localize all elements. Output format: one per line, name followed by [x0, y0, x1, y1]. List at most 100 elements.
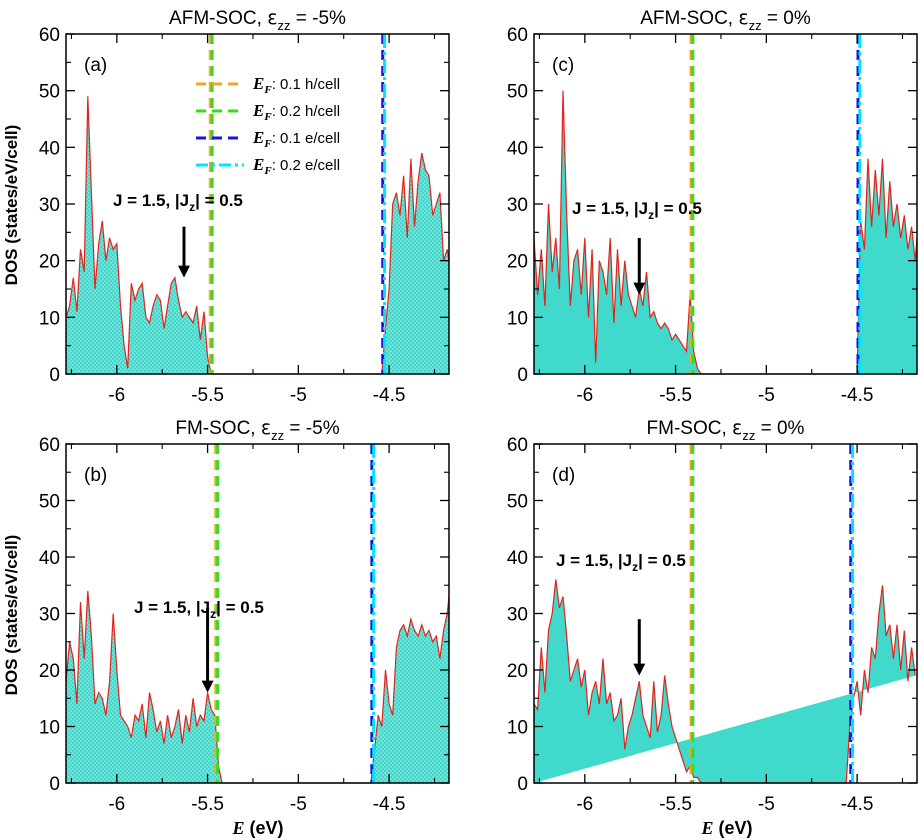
x-tick-label: -6: [576, 385, 593, 406]
y-tick-label: 50: [39, 82, 60, 103]
panel-d: -6 -5.5 -5 -4.5 0 10 20 30 40 50 60 FM-SOC, εzz = 0…: [507, 417, 918, 815]
x-axis-label-right: E (eV): [700, 818, 752, 838]
x-tick-label: -4.5: [373, 385, 406, 406]
annotation-prefix: J = 1.5, |J: [572, 199, 648, 218]
panel-title-suffix: = 0%: [762, 8, 811, 29]
dos-curve: [533, 90, 918, 375]
x-tick-label: -6: [576, 794, 593, 815]
legend-sub: F: [263, 84, 272, 96]
x-tick-label: -5: [758, 385, 775, 406]
y-tick-label: 50: [39, 492, 60, 513]
legend-text: : 0.1 e/cell: [272, 130, 340, 147]
x-tick-label: -6: [108, 385, 125, 406]
exchange-annotation: J = 1.5, |Jz| = 0.5: [134, 598, 264, 621]
panel-title-epsilon: ε: [267, 7, 277, 29]
panel-title-prefix: AFM-SOC,: [640, 8, 738, 29]
x-tick-label: -5: [290, 385, 307, 406]
legend-var: E: [252, 74, 264, 93]
legend-entry: EF: 0.2 h/cell: [252, 101, 340, 123]
panel-title-epsilon: ε: [732, 417, 742, 439]
x-axis-label-var: E: [231, 818, 244, 838]
y-tick-label: 20: [507, 661, 528, 682]
panel-title: AFM-SOC, εzz = 0%: [640, 7, 811, 33]
panel-label: (c): [552, 55, 574, 76]
exchange-annotation: J = 1.5, |Jz| = 0.5: [556, 551, 686, 574]
x-tick-label: -4.5: [841, 794, 874, 815]
panel-title-prefix: FM-SOC,: [647, 418, 733, 439]
legend-text: : 0.1 h/cell: [272, 76, 340, 93]
annotation-subscript: z: [210, 607, 216, 621]
y-tick-label: 40: [507, 138, 528, 159]
annotation-prefix: J = 1.5, |J: [134, 598, 210, 617]
annotation-arrow-head: [633, 663, 646, 676]
y-tick-label: 30: [507, 195, 528, 216]
y-tick-label: 60: [507, 25, 528, 46]
y-tick-label: 10: [39, 718, 60, 739]
legend-entry: EF: 0.2 e/cell: [252, 155, 340, 177]
y-tick-label: 20: [39, 252, 60, 273]
x-tick-label: -5.5: [191, 794, 224, 815]
x-tick-label: -5.5: [659, 794, 692, 815]
dos-curve: [65, 590, 450, 784]
dos-area: [66, 590, 449, 783]
legend-sub: F: [263, 111, 272, 123]
annotation-arrow-head: [177, 265, 190, 278]
legend-var: E: [252, 101, 264, 120]
panel-b: -6 -5.5 -5 -4.5 0 10 20 30 40 50 60 FM-SOC, εzz = -…: [39, 417, 450, 815]
annotation-subscript: z: [189, 200, 195, 214]
legend-text: : 0.2 e/cell: [272, 157, 340, 174]
exchange-annotation: J = 1.5, |Jz| = 0.5: [113, 191, 243, 214]
annotation-suffix: | = 0.5: [638, 551, 686, 570]
legend-entry: EF: 0.1 h/cell: [252, 74, 340, 96]
panel-a: -6 -5.5 -5 -4.5 0 10 20 30 40 50 60 AFM-SOC, εzz = …: [39, 7, 450, 406]
panel-title-subscript: zz: [271, 428, 284, 443]
y-tick-label: 60: [507, 435, 528, 456]
y-tick-label: 40: [507, 548, 528, 569]
dos-area: [534, 579, 916, 783]
annotation-arrow-head: [201, 680, 214, 693]
y-tick-label: 60: [39, 435, 60, 456]
panel-label: (d): [552, 465, 575, 486]
panel-title-prefix: AFM-SOC,: [169, 8, 267, 29]
annotation-prefix: J = 1.5, |J: [556, 551, 632, 570]
x-axis-label-unit: (eV): [714, 818, 753, 838]
x-tick-label: -5.5: [191, 385, 224, 406]
panel-title-suffix: = 0%: [755, 418, 804, 439]
y-axis-label-bottom: DOS (states/eV/cell): [2, 535, 21, 696]
panel-title: FM-SOC, εzz = 0%: [647, 417, 805, 443]
y-tick-label: 30: [39, 195, 60, 216]
annotation-subscript: z: [648, 208, 654, 222]
annotation-suffix: | = 0.5: [195, 191, 243, 210]
annotation-subscript: z: [632, 560, 638, 574]
legend-text: : 0.2 h/cell: [272, 103, 340, 120]
y-tick-label: 10: [39, 308, 60, 329]
panel-title-subscript: zz: [278, 18, 291, 33]
y-tick-label: 0: [517, 365, 528, 386]
y-tick-label: 60: [39, 25, 60, 46]
y-tick-label: 40: [39, 548, 60, 569]
x-tick-label: -4.5: [841, 385, 874, 406]
dos-curve: [65, 96, 450, 375]
y-tick-label: 20: [39, 661, 60, 682]
x-axis-label-unit: (eV): [245, 818, 284, 838]
legend-var: E: [252, 128, 264, 147]
y-tick-label: 0: [49, 365, 60, 386]
y-tick-label: 10: [507, 308, 528, 329]
panel-title: AFM-SOC, εzz = -5%: [169, 7, 346, 33]
x-tick-label: -4.5: [373, 794, 406, 815]
panel-label: (a): [84, 55, 107, 76]
x-tick-label: -5: [758, 794, 775, 815]
panel-c: -6 -5.5 -5 -4.5 0 10 20 30 40 50 60 AFM-SOC, εzz = …: [507, 7, 918, 406]
y-tick-label: 0: [49, 774, 60, 795]
legend-var: E: [252, 155, 264, 174]
panel-title-epsilon: ε: [738, 7, 748, 29]
legend-sub: F: [263, 138, 272, 150]
y-axis-label-top: DOS (states/eV/cell): [2, 125, 21, 286]
y-tick-label: 40: [39, 138, 60, 159]
panel-title-suffix: = -5%: [291, 8, 347, 29]
dos-area: [534, 90, 917, 374]
panel-title-subscript: zz: [742, 428, 755, 443]
annotation-suffix: | = 0.5: [654, 199, 702, 218]
panel-title-prefix: FM-SOC,: [175, 418, 261, 439]
